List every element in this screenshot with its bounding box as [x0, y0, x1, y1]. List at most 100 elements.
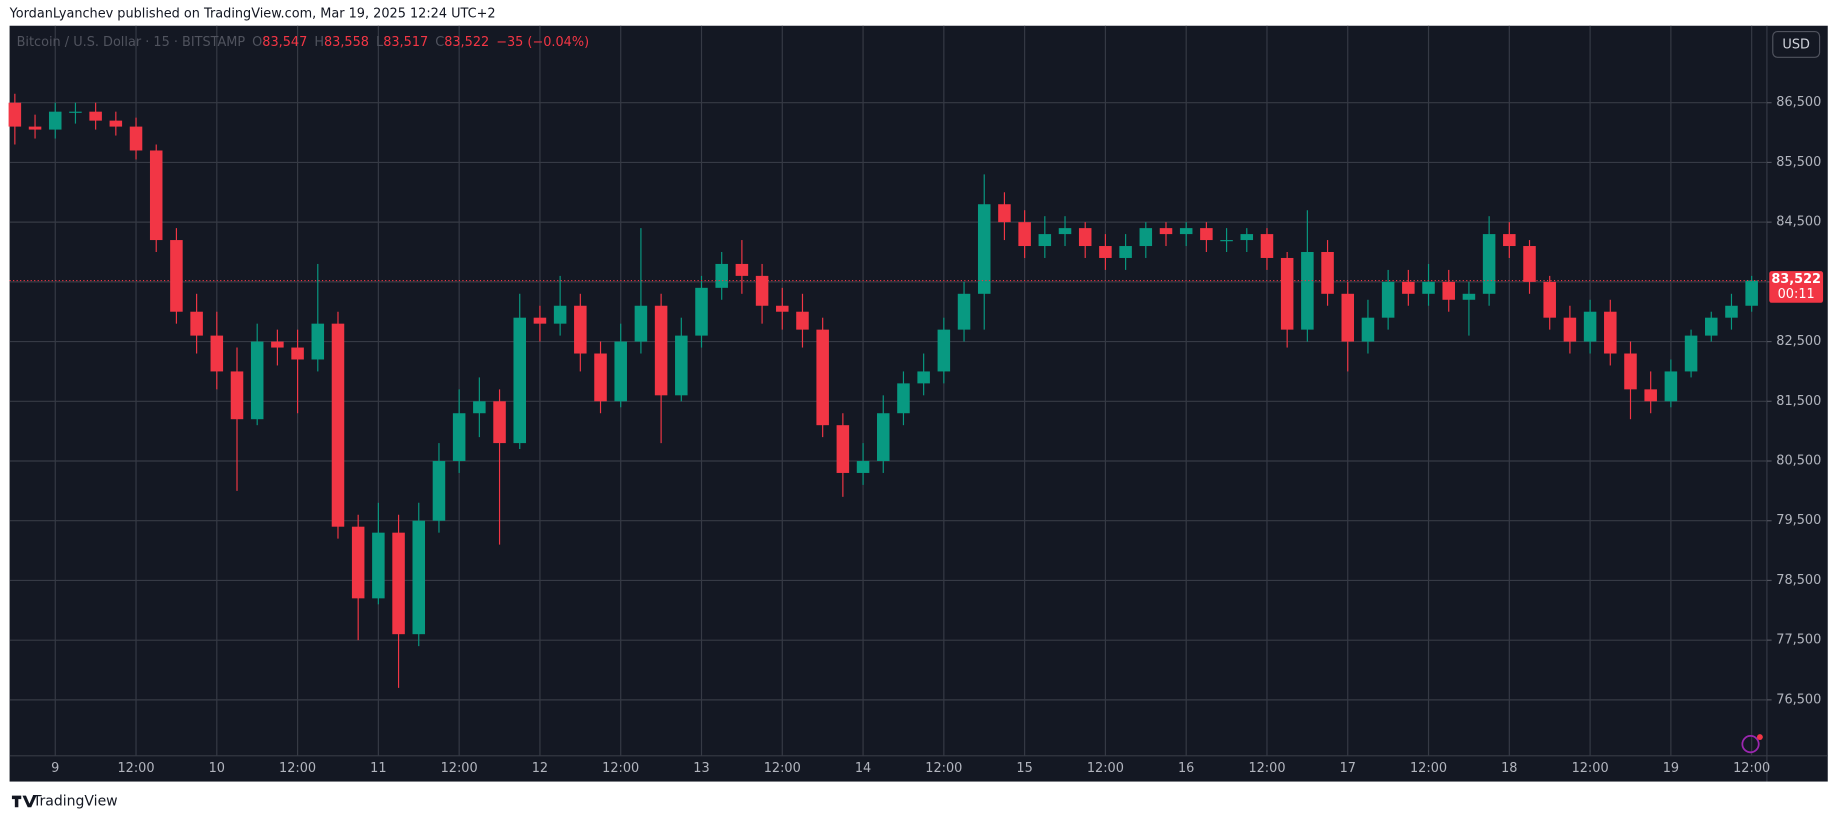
- candle-body: [48, 111, 62, 130]
- candles: [8, 93, 1758, 688]
- logo-icon[interactable]: [1741, 735, 1760, 754]
- candle-body: [998, 204, 1011, 223]
- candle-body: [957, 293, 971, 330]
- candle-body: [1381, 281, 1395, 318]
- candle-body: [977, 204, 991, 294]
- x-tick-label: 12:00: [764, 761, 801, 776]
- candle-body: [170, 240, 183, 312]
- candle-body: [776, 305, 789, 312]
- x-tick-label: 12:00: [441, 761, 478, 776]
- y-tick-label: 81,500: [1776, 394, 1821, 409]
- candle-body: [1664, 371, 1678, 402]
- legend-value: 83,547: [262, 35, 307, 50]
- y-tick-label: 77,500: [1776, 633, 1821, 648]
- candle-body: [1018, 222, 1031, 247]
- candle-body: [210, 335, 224, 372]
- candle-body: [1402, 281, 1415, 294]
- candle-body: [351, 526, 365, 599]
- legend-value: 83,558: [324, 35, 369, 50]
- legend-key: L: [376, 35, 384, 50]
- y-tick-label: 85,500: [1776, 155, 1821, 170]
- x-tick-label: 14: [855, 761, 871, 776]
- x-tick-label: 13: [693, 761, 709, 776]
- candle-body: [917, 371, 930, 384]
- candle-body: [452, 413, 466, 462]
- legend: Bitcoin / U.S. Dollar · 15 · BITSTAMP O83…: [17, 35, 590, 50]
- footer-text: TradingView: [32, 793, 118, 809]
- candle-body: [331, 323, 345, 527]
- candle-body: [816, 329, 829, 426]
- candle-body: [1321, 252, 1334, 294]
- candle-body: [291, 347, 304, 360]
- legend-value: 83,522: [444, 35, 489, 50]
- y-tick-label: 78,500: [1776, 573, 1821, 588]
- countdown-label: 00:11: [1778, 287, 1815, 302]
- candle-body: [715, 263, 728, 288]
- candle-body: [1705, 317, 1718, 336]
- candle-body: [8, 102, 22, 127]
- x-tick-label: 16: [1178, 761, 1194, 776]
- candle-body: [1624, 353, 1637, 390]
- candle-body: [1260, 234, 1274, 258]
- candle-body: [1280, 257, 1294, 330]
- candle-body: [1341, 293, 1355, 342]
- candle-body: [553, 305, 567, 324]
- legend-value: 83,517: [383, 35, 428, 50]
- candle-body: [89, 111, 102, 121]
- candle-body: [1179, 228, 1193, 235]
- y-tick-label: 79,500: [1776, 513, 1821, 528]
- currency-label[interactable]: USD: [1782, 38, 1810, 53]
- candle-body: [1745, 280, 1758, 306]
- logo-dot: [1756, 734, 1763, 741]
- candle-body: [1462, 293, 1476, 300]
- candle-body: [230, 371, 244, 420]
- candle-body: [1159, 228, 1173, 235]
- x-tick-label: 12:00: [1248, 761, 1285, 776]
- candle-body: [473, 401, 486, 414]
- candle-body: [1725, 305, 1738, 318]
- candle-body: [1078, 228, 1092, 247]
- x-tick-label: 9: [51, 761, 59, 776]
- candle-body: [1361, 317, 1375, 342]
- candle-body: [735, 263, 749, 276]
- chart-background: [9, 25, 1828, 782]
- candle-body: [796, 311, 809, 330]
- legend-key: O: [252, 35, 262, 50]
- legend-symbol: Bitcoin / U.S. Dollar · 15 · BITSTAMP: [17, 35, 246, 50]
- candle-body: [412, 520, 426, 635]
- candle-body: [69, 111, 82, 113]
- candle-body: [634, 305, 648, 342]
- candle-body: [675, 335, 688, 396]
- y-tick-label: 80,500: [1776, 454, 1821, 469]
- x-tick-label: 12:00: [1410, 761, 1447, 776]
- candle-body: [432, 461, 446, 521]
- candle-body: [1563, 317, 1577, 342]
- candle-body: [190, 311, 203, 336]
- candle-body: [1482, 234, 1496, 294]
- candle-body: [1139, 228, 1153, 247]
- candle-body: [1200, 228, 1213, 241]
- legend-change: −35 (−0.04%): [496, 35, 589, 50]
- x-tick-label: 12:00: [1087, 761, 1124, 776]
- candle-body: [1220, 240, 1233, 242]
- x-tick-label: 18: [1501, 761, 1517, 776]
- candle-body: [250, 341, 264, 420]
- candle-body: [1503, 234, 1516, 247]
- legend-key: C: [435, 35, 444, 50]
- candle-body: [594, 353, 607, 402]
- candle-body: [311, 323, 325, 360]
- candle-body: [614, 341, 627, 402]
- x-tick-label: 11: [370, 761, 386, 776]
- candle-body: [654, 305, 668, 396]
- legend-key: H: [314, 35, 324, 50]
- candle-body: [1523, 246, 1536, 282]
- candle-body: [129, 126, 143, 151]
- currency-button[interactable]: [1772, 31, 1821, 58]
- grid: [9, 25, 1767, 756]
- y-tick-label: 82,500: [1776, 334, 1821, 349]
- x-tick-label: 12:00: [279, 761, 316, 776]
- candle-body: [1099, 246, 1112, 258]
- candle-body: [1038, 234, 1052, 247]
